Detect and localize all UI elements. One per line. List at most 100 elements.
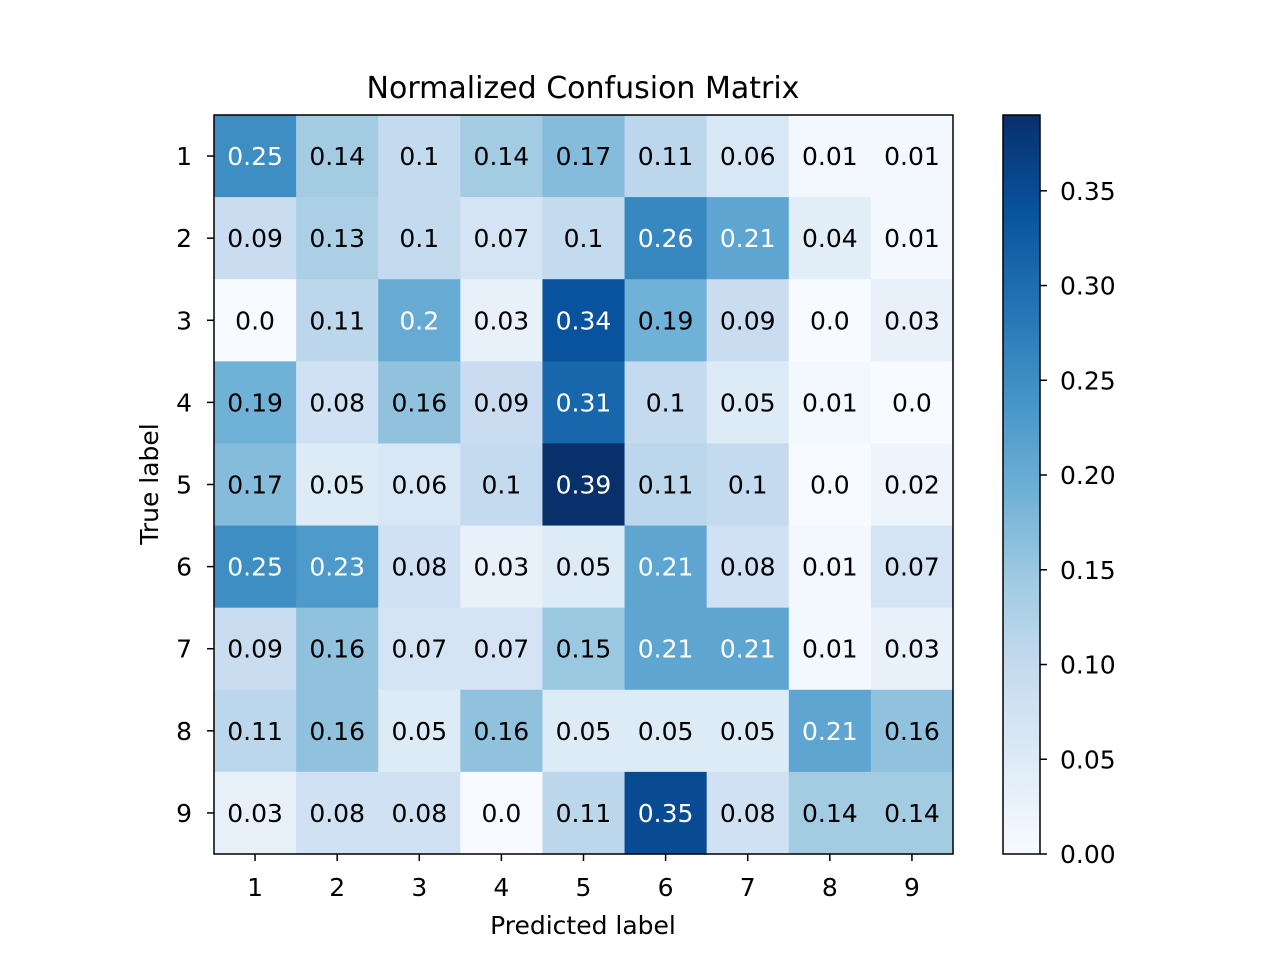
- cell-value-label: 0.13: [309, 224, 365, 253]
- cell-value-label: 0.0: [482, 799, 522, 828]
- heatmap-cell: [214, 361, 297, 445]
- heatmap-cell: [460, 115, 544, 198]
- heatmap-cell: [624, 771, 708, 855]
- heatmap-cell: [296, 525, 379, 609]
- heatmap-cell: [870, 771, 954, 855]
- heatmap-cell: [378, 361, 461, 445]
- heatmap-cell: [788, 279, 872, 362]
- cell-value-label: 0.23: [309, 553, 365, 582]
- y-tick-label: 5: [176, 471, 192, 500]
- cell-value-label: 0.2: [399, 306, 439, 335]
- heatmap-cell: [788, 689, 872, 773]
- x-tick-label: 5: [576, 873, 592, 902]
- heatmap-cell: [542, 689, 626, 773]
- cell-value-label: 0.16: [391, 388, 447, 417]
- cell-value-label: 0.05: [638, 717, 694, 746]
- chart-title: Normalized Confusion Matrix: [367, 71, 800, 106]
- cell-value-label: 0.31: [556, 388, 612, 417]
- heatmap-cell: [624, 443, 708, 527]
- cell-value-label: 0.05: [720, 388, 776, 417]
- cell-value-label: 0.08: [391, 799, 447, 828]
- colorbar: [1002, 114, 1041, 855]
- heatmap-cell: [542, 197, 626, 280]
- heatmap-cell: [460, 607, 544, 691]
- cell-value-label: 0.07: [474, 635, 530, 664]
- cell-value-label: 0.09: [227, 224, 283, 253]
- cell-value-label: 0.16: [884, 717, 940, 746]
- heatmap-cell: [870, 607, 954, 691]
- heatmap-cell: [706, 443, 790, 527]
- heatmap-cell: [460, 443, 544, 527]
- cell-value-label: 0.09: [720, 306, 776, 335]
- cell-value-label: 0.05: [556, 717, 612, 746]
- cell-value-label: 0.03: [474, 306, 530, 335]
- cell-value-label: 0.1: [482, 471, 522, 500]
- heatmap-cell: [214, 689, 297, 773]
- heatmap-cell: [214, 279, 297, 362]
- heatmap-cell: [870, 443, 954, 527]
- heatmap-cell: [214, 607, 297, 691]
- cell-value-label: 0.35: [638, 799, 694, 828]
- cell-value-label: 0.14: [884, 799, 940, 828]
- heatmap-cell: [296, 197, 379, 280]
- heatmap-cell: [296, 361, 379, 445]
- y-tick-label: 3: [176, 306, 192, 335]
- cell-value-label: 0.0: [810, 471, 850, 500]
- heatmap-cell: [706, 197, 790, 280]
- x-tick-label: 6: [658, 873, 674, 902]
- cell-value-label: 0.08: [720, 553, 776, 582]
- y-tick-label: 9: [176, 799, 192, 828]
- heatmap-cell: [706, 361, 790, 445]
- cell-value-label: 0.05: [309, 471, 365, 500]
- heatmap-cell: [296, 607, 379, 691]
- heatmap-cell: [788, 525, 872, 609]
- heatmap-cell: [624, 361, 708, 445]
- cell-value-label: 0.01: [884, 142, 940, 171]
- heatmap-cell: [788, 771, 872, 855]
- cell-value-label: 0.16: [309, 717, 365, 746]
- heatmap-cell: [870, 197, 954, 280]
- cell-value-label: 0.05: [391, 717, 447, 746]
- colorbar-tick-label: 0.20: [1060, 461, 1116, 490]
- heatmap-cell: [624, 197, 708, 280]
- cell-value-label: 0.0: [892, 388, 932, 417]
- cell-value-label: 0.08: [391, 553, 447, 582]
- heatmap-cell: [460, 279, 544, 362]
- heatmap-cell: [542, 525, 626, 609]
- heatmap-cell: [870, 115, 954, 198]
- y-tick-label: 1: [176, 142, 192, 171]
- cell-value-label: 0.17: [227, 471, 283, 500]
- cell-value-label: 0.11: [309, 306, 365, 335]
- heatmap-cell: [788, 607, 872, 691]
- y-tick-label: 6: [176, 553, 192, 582]
- heatmap-cell: [624, 279, 708, 362]
- y-axis-label: True label: [135, 423, 164, 546]
- x-tick-label: 9: [904, 873, 920, 902]
- cell-value-label: 0.03: [227, 799, 283, 828]
- heatmap-cell: [542, 115, 626, 198]
- heatmap-cell: [214, 197, 297, 280]
- colorbar-tick-label: 0.00: [1060, 840, 1116, 869]
- cell-value-label: 0.34: [556, 306, 612, 335]
- cell-value-label: 0.05: [720, 717, 776, 746]
- heatmap-cell: [788, 197, 872, 280]
- cell-value-label: 0.14: [309, 142, 365, 171]
- cell-value-label: 0.03: [884, 306, 940, 335]
- heatmap-cell: [460, 771, 544, 855]
- cell-value-label: 0.19: [638, 306, 694, 335]
- heatmap-cell: [214, 115, 297, 198]
- heatmap-cell: [706, 115, 790, 198]
- cell-value-label: 0.04: [802, 224, 858, 253]
- colorbar-tick-label: 0.25: [1060, 366, 1116, 395]
- cell-value-label: 0.11: [638, 142, 694, 171]
- heatmap-cell: [542, 279, 626, 362]
- colorbar-ticks: 0.00 0.05 0.10 0.15 0.20 0.25 0.30 0.35: [1040, 177, 1116, 869]
- y-axis-ticks: 1 2 3 4 5 6 7 8 9: [176, 142, 214, 828]
- heatmap-cell: [460, 689, 544, 773]
- heatmap-cell: [624, 525, 708, 609]
- heatmap-cell: [706, 771, 790, 855]
- heatmap-cell: [378, 115, 461, 198]
- x-axis-ticks: 1 2 3 4 5 6 7 8 9: [247, 854, 920, 902]
- colorbar-tick-label: 0.05: [1060, 745, 1116, 774]
